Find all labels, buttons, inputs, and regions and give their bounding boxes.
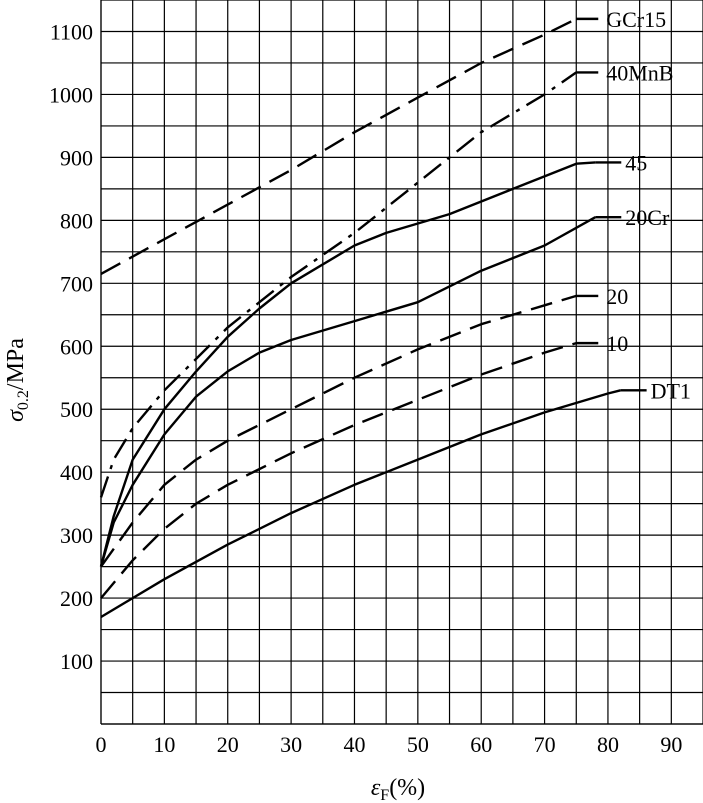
y-tick-label: 1100 — [50, 19, 93, 44]
y-tick-label: 200 — [60, 586, 93, 611]
x-tick-label: 50 — [407, 732, 429, 757]
y-tick-label: 500 — [60, 397, 93, 422]
series-label-dt1: DT1 — [651, 378, 691, 403]
x-tick-label: 10 — [153, 732, 175, 757]
y-tick-label: 800 — [60, 208, 93, 233]
series-label-10: 10 — [606, 331, 628, 356]
tick-layer: 0 10 20 30 40 50 60 70 80 90 100 200 300 400 500 600 700… — [49, 19, 682, 757]
x-tick-label: 20 — [217, 732, 239, 757]
y-axis-title: σ0.2/MPa — [3, 338, 32, 422]
series-line-10 — [100, 341, 577, 599]
x-axis-subscript: F — [380, 787, 389, 803]
series-line-45 — [99, 161, 596, 567]
x-tick-label: 80 — [597, 732, 619, 757]
series-line-20cr — [99, 216, 596, 567]
series-label-gcr15: GCr15 — [606, 7, 666, 32]
x-tick-label: 0 — [96, 732, 107, 757]
series-label-20cr: 20Cr — [625, 205, 670, 230]
series-label-40mnb: 40MnB — [606, 60, 673, 85]
y-axis-symbol: σ — [3, 409, 29, 422]
x-axis-unit: (%) — [389, 775, 425, 801]
x-tick-label: 60 — [470, 732, 492, 757]
y-tick-label: 400 — [60, 460, 93, 485]
series-label-45: 45 — [625, 150, 647, 175]
x-tick-label: 90 — [660, 732, 682, 757]
x-tick-label: 70 — [534, 732, 556, 757]
y-tick-label: 1000 — [49, 82, 93, 107]
x-axis-title: εF(%) — [371, 775, 425, 803]
series-label-20: 20 — [606, 284, 628, 309]
y-tick-label: 300 — [60, 523, 93, 548]
y-axis-subscript: 0.2 — [15, 390, 32, 410]
x-tick-label: 30 — [280, 732, 302, 757]
y-axis-unit: /MPa — [3, 338, 29, 390]
y-tick-label: 100 — [60, 649, 93, 674]
series-layer: GCr15 40MnB 45 20Cr 20 10 DT1 — [99, 7, 691, 619]
grid — [100, 0, 703, 725]
series-line-40mnb — [99, 71, 577, 498]
y-tick-label: 700 — [60, 271, 93, 296]
x-axis-symbol: ε — [371, 775, 381, 801]
y-tick-label: 600 — [60, 334, 93, 359]
y-tick-label: 900 — [60, 145, 93, 170]
series-line-20 — [100, 294, 577, 568]
series-line-gcr15 — [100, 17, 577, 275]
series-line-dt1 — [100, 389, 621, 619]
x-tick-label: 40 — [343, 732, 365, 757]
